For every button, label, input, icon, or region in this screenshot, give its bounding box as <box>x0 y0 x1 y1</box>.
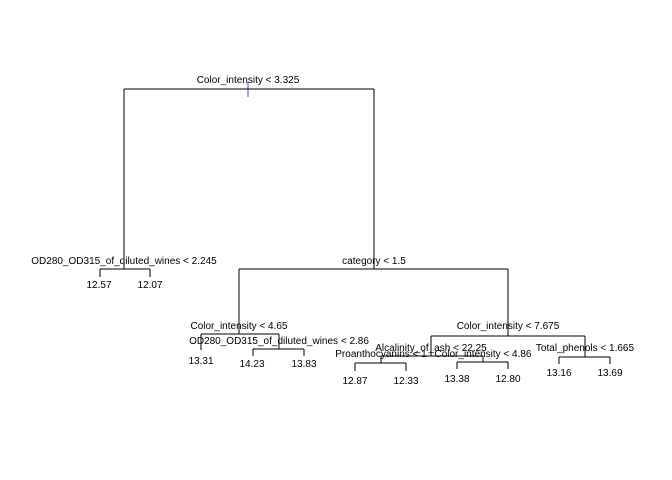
leaf-label: 12.80 <box>495 374 520 385</box>
leaf-label: 13.69 <box>597 368 622 379</box>
leaf-label: 13.31 <box>188 356 213 367</box>
leaf-label: 14.23 <box>239 359 264 370</box>
split-label: OD280_OD315_of_diluted_wines < 2.245 <box>31 256 217 267</box>
leaf-label: 12.87 <box>342 376 367 387</box>
split-label: Color_intensity < 7.675 <box>457 321 560 332</box>
leaf-label: 12.07 <box>137 280 162 291</box>
split-label: OD280_OD315_of_diluted_wines < 2.86 <box>189 336 369 347</box>
split-label: Proanthocyanins < 1 <box>335 349 427 360</box>
split-labels: Color_intensity < 3.325 OD280_OD315_of_d… <box>31 75 634 360</box>
leaf-label: 13.38 <box>444 374 469 385</box>
split-label: Color_intensity < 4.86 <box>434 349 531 360</box>
leaf-label: 13.83 <box>291 359 316 370</box>
leaf-labels: 12.57 12.07 13.31 14.23 13.83 12.87 12.3… <box>86 280 622 387</box>
split-label: Alcalinity_of_ash < 22.25 <box>375 343 487 354</box>
leaf-label: 12.57 <box>86 280 111 291</box>
split-label: Total_phenols < 1.665 <box>536 343 635 354</box>
split-label: Color_intensity < 3.325 <box>197 75 300 86</box>
leaf-label: 13.16 <box>546 368 571 379</box>
leaf-label: 12.33 <box>393 376 418 387</box>
split-label: Color_intensity < 4.65 <box>190 321 287 332</box>
split-label: category < 1.5 <box>342 256 406 267</box>
branches <box>99 82 611 371</box>
